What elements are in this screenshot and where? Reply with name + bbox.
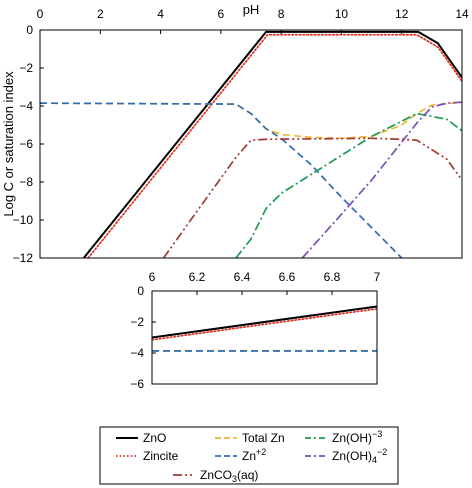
- main-chart: 0 2 4 6 8 10 12 14 0 −2 −4 −6 −8 −10 −12 pH Log C or …: [1, 2, 469, 265]
- inset-series-group: [152, 305, 377, 352]
- inset-x-tick-label: 7: [374, 270, 381, 284]
- legend-label: ZnO: [143, 431, 166, 445]
- legend-entry-zincite: Zincite: [116, 449, 179, 463]
- main-x-tick-label: 2: [97, 7, 104, 21]
- main-x-ticks: 0 2 4 6 8 10 12 14: [37, 7, 469, 34]
- legend: ZnO Total Zn Zn(OH)−3 Zincite Zn+2 Zn(OH)4−2 Z…: [99, 426, 399, 485]
- inset-chart: 6 6.2 6.4 6.6 6.8 7 0 −2 −4 −6: [130, 270, 380, 391]
- legend-entry-total-zn: Total Zn: [215, 431, 285, 445]
- legend-entry-zn-oh-4: Zn(OH)4−2: [305, 447, 387, 465]
- inset-y-tick-label: −6: [130, 377, 144, 391]
- main-x-tick-label: 4: [157, 7, 164, 21]
- main-x-tick-label: 14: [455, 7, 469, 21]
- main-series-zn-oh-4-2: [301, 101, 462, 258]
- main-y-tick-label: −12: [13, 251, 34, 265]
- inset-y-tick-label: 0: [137, 284, 144, 298]
- legend-entry-zno: ZnO: [116, 431, 166, 445]
- main-x-tick-label: 12: [395, 7, 409, 21]
- main-y-tick-label: −8: [19, 175, 33, 189]
- main-series-znco3-aq: [162, 137, 462, 258]
- main-series-total-zn: [40, 101, 462, 140]
- main-series-zincite: [87, 33, 462, 258]
- inset-x-ticks: 6 6.2 6.4 6.6 6.8 7: [149, 270, 381, 295]
- inset-x-tick-label: 6: [149, 270, 156, 284]
- legend-entry-zn: Zn+2: [215, 447, 266, 463]
- main-y-tick-label: −4: [19, 99, 33, 113]
- main-x-tick-label: 6: [218, 7, 225, 21]
- legend-label: Total Zn: [242, 431, 285, 445]
- main-series-zn-2: [40, 102, 403, 258]
- legend-entry-zn-oh: Zn(OH)−3: [305, 429, 382, 445]
- main-y-tick-label: −2: [19, 61, 33, 75]
- main-plot-frame: [39, 29, 463, 259]
- legend-box: [99, 426, 399, 485]
- main-y-tick-label: 0: [26, 23, 33, 37]
- main-x-tick-label: 0: [37, 7, 44, 21]
- legend-entry-znco3-aq: ZnCO3(aq): [173, 468, 258, 484]
- main-x-tick-label: 10: [335, 7, 349, 21]
- main-x-tick-label: 8: [278, 7, 285, 21]
- inset-x-tick-label: 6.6: [279, 270, 296, 284]
- inset-x-tick-label: 6.4: [234, 270, 251, 284]
- legend-label: ZnCO3(aq): [200, 468, 258, 484]
- main-series-zno: [82, 30, 462, 258]
- main-x-axis-label: pH: [243, 2, 260, 17]
- legend-label: Zn+2: [242, 447, 266, 463]
- inset-y-tick-label: −4: [130, 346, 144, 360]
- legend-label: Zn(OH)−3: [332, 429, 382, 445]
- main-series-zn-oh-3: [235, 112, 462, 258]
- main-y-tick-label: −6: [19, 137, 33, 151]
- inset-plot-frame: [151, 290, 378, 385]
- inset-y-tick-label: −2: [130, 315, 144, 329]
- legend-label: Zn(OH)4−2: [332, 447, 387, 465]
- main-y-tick-label: −10: [13, 213, 34, 227]
- main-y-axis-label: Log C or saturation index: [1, 71, 16, 217]
- inset-series-zincite: [152, 307, 377, 341]
- inset-x-tick-label: 6.8: [324, 270, 341, 284]
- legend-entries: ZnO Total Zn Zn(OH)−3 Zincite Zn+2 Zn(OH)4−2 Z…: [116, 429, 387, 484]
- legend-label: Zincite: [143, 449, 179, 463]
- main-series-group: [40, 30, 462, 258]
- inset-x-tick-label: 6.2: [189, 270, 206, 284]
- inset-series-zno: [152, 305, 377, 339]
- main-y-ticks: 0 −2 −4 −6 −8 −10 −12: [13, 23, 44, 265]
- inset-y-ticks: 0 −2 −4 −6: [130, 284, 156, 391]
